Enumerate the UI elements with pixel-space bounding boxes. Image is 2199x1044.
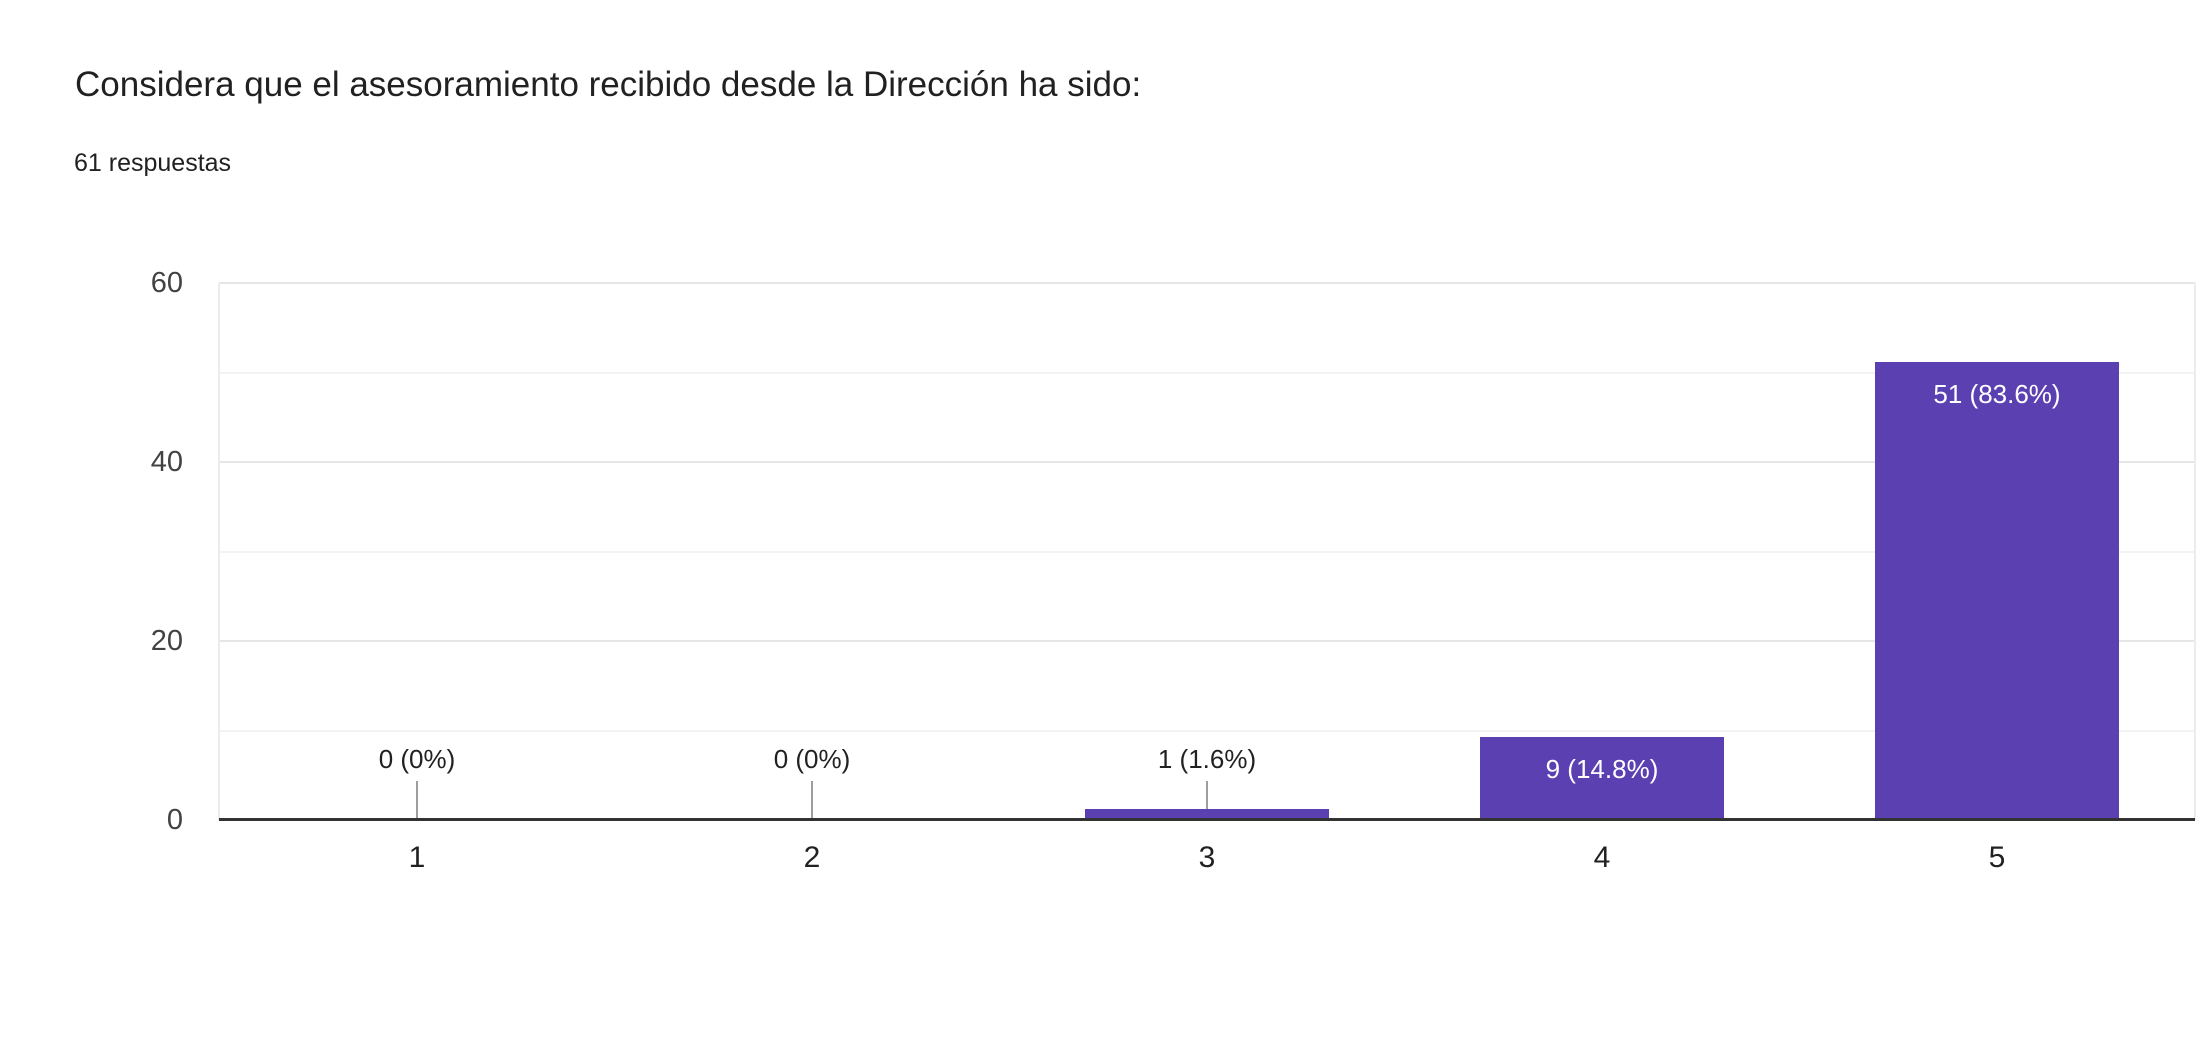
zero-bar-stem [1206, 781, 1208, 809]
y-axis-label: 0 [166, 804, 183, 836]
y-axis-label: 20 [150, 625, 183, 657]
x-axis-label: 2 [803, 841, 821, 874]
bar-value-label: 1 (1.6%) [1157, 744, 1257, 774]
y-axis-label: 40 [150, 446, 183, 478]
plot-right-border [2194, 283, 2196, 820]
x-axis-line [219, 818, 2195, 821]
gridline [219, 461, 2195, 463]
gridline [219, 282, 2195, 284]
bar-value-label: 9 (14.8%) [1545, 754, 1659, 784]
y-axis-label: 60 [150, 267, 183, 299]
bar-4[interactable] [1480, 737, 1724, 818]
zero-bar-stem [416, 781, 418, 818]
plot-left-border [218, 283, 220, 820]
question-title: Considera que el asesoramiento recibido … [75, 65, 1142, 104]
bar-3[interactable] [1085, 809, 1329, 818]
responses-count: 61 respuestas [74, 149, 232, 177]
bar-5[interactable] [1875, 362, 2119, 818]
gridline [219, 372, 2195, 374]
gridline [219, 730, 2195, 732]
gridline [219, 551, 2195, 553]
x-axis-label: 3 [1198, 841, 1216, 874]
x-axis-label: 1 [408, 841, 426, 874]
gridline [219, 640, 2195, 642]
x-axis-label: 5 [1988, 841, 2006, 874]
bar-value-label: 0 (0%) [773, 744, 851, 774]
bar-value-label: 0 (0%) [378, 744, 456, 774]
zero-bar-stem [811, 781, 813, 818]
bar-value-label: 51 (83.6%) [1933, 379, 2061, 409]
x-axis-label: 4 [1593, 841, 1611, 874]
